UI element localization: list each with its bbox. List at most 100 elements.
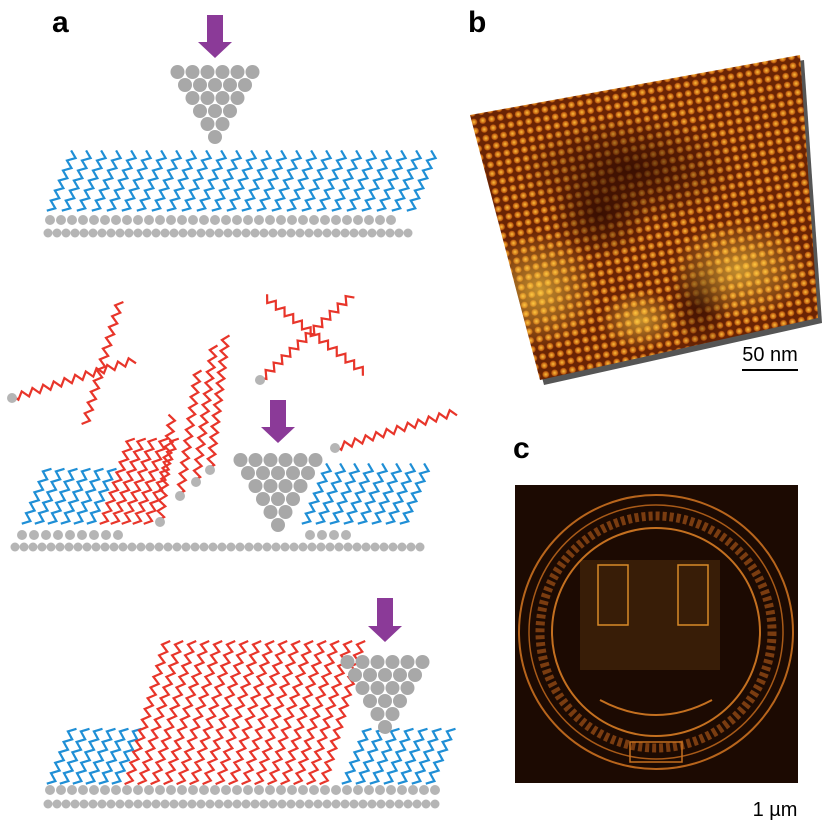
substrate-atom xyxy=(305,800,314,809)
tip-atom xyxy=(216,91,230,105)
chain xyxy=(358,463,387,523)
substrate-atom xyxy=(232,215,242,225)
chain xyxy=(35,469,65,524)
substrate-atom xyxy=(350,229,359,238)
substrate-atom xyxy=(296,800,305,809)
chain xyxy=(137,150,166,210)
substrate-atom xyxy=(197,800,206,809)
tip-atom xyxy=(401,655,415,669)
chain xyxy=(386,463,415,523)
chain xyxy=(384,729,414,784)
tip-atom xyxy=(264,505,278,519)
substrate-atom xyxy=(206,229,215,238)
substrate-atom xyxy=(89,785,99,795)
substrate-atom xyxy=(281,543,290,552)
chain xyxy=(61,469,91,524)
chain xyxy=(255,641,301,784)
substrate-atom xyxy=(422,800,431,809)
substrate-atom xyxy=(377,800,386,809)
substrate-atom xyxy=(251,800,260,809)
substrate-atom xyxy=(134,800,143,809)
chain xyxy=(316,463,345,523)
substrate-atom xyxy=(83,543,92,552)
substrate-atom xyxy=(155,215,165,225)
tip-atom xyxy=(256,466,270,480)
substrate-atom xyxy=(71,229,80,238)
head-group xyxy=(175,491,185,501)
chain xyxy=(164,641,210,784)
tip-atom xyxy=(216,65,230,79)
chain xyxy=(370,729,400,784)
substrate-atom xyxy=(287,229,296,238)
chain xyxy=(11,358,136,399)
tip-atom xyxy=(309,453,323,467)
substrate-atom xyxy=(215,229,224,238)
chain xyxy=(294,641,340,784)
substrate-atom xyxy=(305,530,315,540)
substrate-atom xyxy=(144,215,154,225)
substrate-atom xyxy=(107,229,116,238)
substrate-atom xyxy=(92,543,101,552)
substrate-atom xyxy=(89,215,99,225)
substrate-atom xyxy=(342,785,352,795)
tip-atom xyxy=(279,479,293,493)
tip-atom xyxy=(201,65,215,79)
head-group xyxy=(330,443,340,453)
substrate-atom xyxy=(100,215,110,225)
substrate-atom xyxy=(375,785,385,795)
substrate-atom xyxy=(170,229,179,238)
chain xyxy=(107,150,136,210)
tip-atom xyxy=(363,668,377,682)
chain xyxy=(216,641,262,784)
substrate-atom xyxy=(331,785,341,795)
tip-atom xyxy=(371,707,385,721)
substrate-atom xyxy=(107,800,116,809)
substrate-atom xyxy=(326,543,335,552)
chain xyxy=(334,410,457,450)
tip-atom xyxy=(378,668,392,682)
substrate-atom xyxy=(272,543,281,552)
tip-atom xyxy=(208,130,222,144)
substrate-atom xyxy=(245,543,254,552)
substrate-atom xyxy=(77,530,87,540)
substrate-atom xyxy=(389,543,398,552)
tip-atom xyxy=(416,655,430,669)
substrate-atom xyxy=(243,215,253,225)
tip-atom xyxy=(279,453,293,467)
substrate-atom xyxy=(335,543,344,552)
substrate-atom xyxy=(38,543,47,552)
substrate-atom xyxy=(89,530,99,540)
tip-atom xyxy=(208,104,222,118)
chain xyxy=(412,729,442,784)
substrate-atom xyxy=(122,785,132,795)
arrow xyxy=(198,15,232,58)
chain xyxy=(193,346,218,482)
substrate-atom xyxy=(362,543,371,552)
substrate-atom xyxy=(386,215,396,225)
substrate-atom xyxy=(164,543,173,552)
tip-atom xyxy=(241,466,255,480)
head-group xyxy=(205,465,215,475)
substrate-atom xyxy=(161,800,170,809)
tip-atom xyxy=(271,466,285,480)
substrate-atom xyxy=(317,543,326,552)
substrate-atom xyxy=(188,215,198,225)
tip-atom xyxy=(201,117,215,131)
chain xyxy=(92,150,121,210)
chain xyxy=(258,296,355,379)
substrate-atom xyxy=(125,800,134,809)
substrate-atom xyxy=(342,215,352,225)
substrate-atom xyxy=(137,543,146,552)
substrate-atom xyxy=(430,785,440,795)
tip-atom xyxy=(249,453,263,467)
substrate-atom xyxy=(377,229,386,238)
arrow xyxy=(261,400,295,443)
substrate-atom xyxy=(296,229,305,238)
substrate-atom xyxy=(353,543,362,552)
chain xyxy=(272,150,301,210)
substrate-atom xyxy=(398,543,407,552)
substrate-atom xyxy=(78,785,88,795)
substrate-atom xyxy=(332,229,341,238)
chain xyxy=(60,729,90,784)
tip-atom xyxy=(171,65,185,79)
